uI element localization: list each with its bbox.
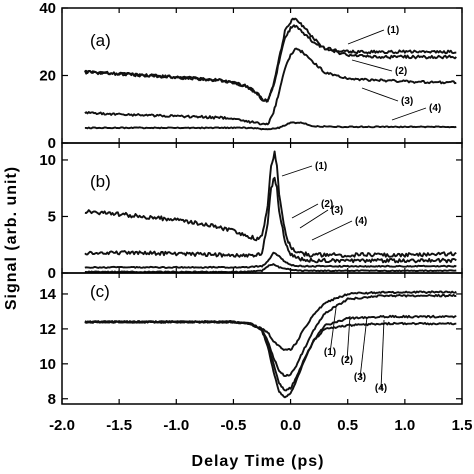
- series-label: (1): [324, 347, 336, 358]
- series-label: (3): [354, 372, 366, 383]
- series-line-4: [84, 320, 457, 399]
- series-leader-line: [361, 87, 399, 102]
- y-tick-label: 14: [39, 286, 56, 303]
- series-line-1: [84, 150, 457, 258]
- series-leader-line: [351, 59, 393, 72]
- x-axis: -2.0 -1.5 -1.0 -0.5 0.0 0.5 1.0 1.5: [49, 417, 472, 434]
- series-label: (2): [395, 66, 407, 77]
- series-line-4: [84, 263, 457, 273]
- panel-3: 8 10 12 14 (c) (1) (2)(3) (4): [39, 272, 463, 408]
- x-tick-label: -1.5: [106, 417, 132, 434]
- y-tick-label: 0: [48, 135, 56, 152]
- panel-label: (a): [90, 31, 111, 50]
- series-label: (2): [341, 355, 353, 366]
- y-tick-label: 5: [48, 208, 56, 225]
- x-tick-label: 0.0: [280, 417, 301, 434]
- series-line-4: [84, 121, 457, 131]
- x-tick-label: 1.5: [452, 417, 473, 434]
- x-tick-label: 0.5: [337, 417, 358, 434]
- series-leader-line: [329, 307, 337, 354]
- series-line-3: [84, 251, 457, 269]
- x-tick-label: -1.0: [163, 417, 189, 434]
- x-tick-label: 1.0: [394, 417, 415, 434]
- series-label: (3): [331, 205, 343, 216]
- series-label: (4): [429, 103, 441, 114]
- series-line-3: [84, 47, 457, 126]
- panel-2: 0 5 10 (b) (1) (2)(3) (4): [39, 142, 463, 282]
- x-tick-label: -0.5: [220, 417, 246, 434]
- series-label: (4): [375, 383, 387, 394]
- y-tick-label: 12: [39, 321, 56, 338]
- series-leader-line: [359, 316, 368, 379]
- series-line-2: [84, 24, 457, 103]
- series-line-2: [84, 176, 457, 264]
- y-tick-label: 8: [48, 391, 56, 408]
- chart-panels: 02040(a)(1)(2)(3)(4)0510(b)(1)(2)(3)(4)8…: [39, 0, 463, 408]
- series-leader-line: [391, 107, 427, 121]
- series-label: (3): [401, 96, 413, 107]
- panel-1: 0 20 40 (a) (1) (2) (3) (4): [39, 0, 463, 152]
- x-tick-label: -2.0: [49, 417, 75, 434]
- series-leader-line: [281, 165, 313, 177]
- series-label: (4): [355, 216, 367, 227]
- series-leader-line: [380, 319, 385, 390]
- series-label: (1): [387, 25, 399, 36]
- y-axis-label: Signal (arb. unit): [3, 166, 20, 310]
- panel-label: (c): [90, 282, 110, 301]
- y-tick-label: 10: [39, 356, 56, 373]
- series-leader-line: [346, 315, 351, 362]
- series-label: (2): [321, 199, 333, 210]
- y-tick-label: 20: [39, 68, 56, 85]
- y-tick-label: 0: [48, 265, 56, 282]
- y-tick-label: 40: [39, 0, 56, 17]
- series-leader-line: [299, 209, 329, 229]
- y-tick-label: 10: [39, 152, 56, 169]
- x-axis-label: Delay Time (ps): [192, 453, 325, 470]
- panel-frame: [61, 272, 463, 405]
- series-leader-line: [347, 29, 385, 45]
- panel-label: (b): [90, 172, 111, 191]
- series-leader-line: [291, 203, 319, 219]
- series-leader-line: [311, 220, 353, 241]
- series-label: (1): [315, 161, 327, 172]
